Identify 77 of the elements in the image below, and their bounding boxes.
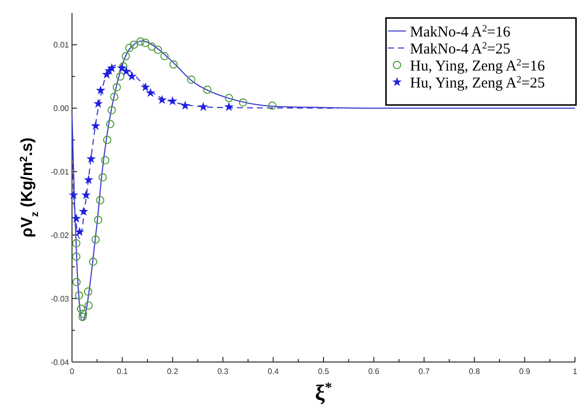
point (92, 122, 100, 130)
legend-label: MakNo-4 A$^{2}$=16 (410, 22, 511, 40)
point (82, 191, 90, 198)
y-tick-label: 0.00 (53, 104, 70, 113)
point (108, 64, 116, 72)
point (96, 196, 104, 204)
x-axis-title: ξ$^{*}$ (315, 380, 332, 405)
point (76, 304, 86, 313)
y-tick-label: -0.02 (50, 230, 70, 240)
point (168, 97, 176, 104)
point (84, 176, 92, 184)
y-tick-label: -0.03 (50, 294, 70, 304)
point (88, 258, 98, 266)
point (78, 312, 87, 322)
x-tick-label: 0.7 (418, 367, 430, 376)
point (108, 106, 116, 114)
point (122, 52, 130, 60)
x-tick-label: 0.2 (167, 367, 179, 376)
x-tick-label: 0.1 (116, 367, 128, 376)
point (78, 310, 88, 318)
point (94, 100, 102, 107)
x-tick-label: 0.8 (468, 367, 481, 376)
y-tick-label: 0.01 (53, 40, 70, 50)
point (72, 239, 80, 248)
x-tick-label: 0.4 (268, 367, 280, 376)
point (106, 120, 114, 128)
point (94, 216, 102, 224)
point (74, 291, 84, 300)
point (72, 278, 81, 286)
y-tick-label: -0.01 (50, 167, 70, 176)
legend-label: MakNo-4 A$^{2}$=25 (410, 40, 510, 58)
x-tick-label: 0.3 (217, 367, 230, 376)
point (169, 60, 178, 69)
point (181, 102, 189, 109)
x-tick-label: 1 (572, 367, 578, 376)
point (268, 101, 276, 110)
point (122, 67, 130, 75)
point (128, 72, 136, 80)
line-series (71, 40, 576, 322)
point (70, 191, 78, 198)
x-tick-label: 0.6 (368, 367, 380, 376)
legend-label: Hu, Ying, Zeng A$^{2}$=25 (410, 74, 545, 92)
point (148, 42, 156, 51)
point (238, 98, 248, 107)
x-tick-label: 0.9 (519, 367, 531, 376)
point (136, 37, 145, 46)
point (72, 252, 80, 261)
point (76, 228, 84, 236)
point (130, 40, 138, 49)
point (72, 214, 80, 222)
point (101, 156, 110, 164)
legend-label: Hu, Ying, Zeng A$^{2}$=16 (410, 56, 546, 74)
point (225, 103, 233, 110)
point (141, 38, 150, 47)
point (116, 72, 124, 81)
point (84, 287, 92, 296)
point (203, 86, 212, 94)
x-tick-label: 0 (70, 367, 75, 376)
point (154, 46, 162, 54)
point (110, 92, 118, 101)
point (125, 44, 134, 52)
point (96, 86, 104, 94)
point (142, 83, 150, 90)
point (84, 301, 93, 310)
point (103, 136, 112, 144)
point (91, 235, 100, 244)
point (224, 94, 234, 102)
point (87, 155, 95, 162)
point (80, 208, 88, 215)
point (98, 173, 107, 182)
x-tick-label: 0.5 (318, 367, 330, 376)
point (160, 52, 169, 60)
point (102, 70, 110, 78)
y-tick-label: -0.04 (50, 358, 70, 367)
point (200, 103, 208, 110)
point (187, 75, 196, 84)
point (112, 83, 121, 92)
